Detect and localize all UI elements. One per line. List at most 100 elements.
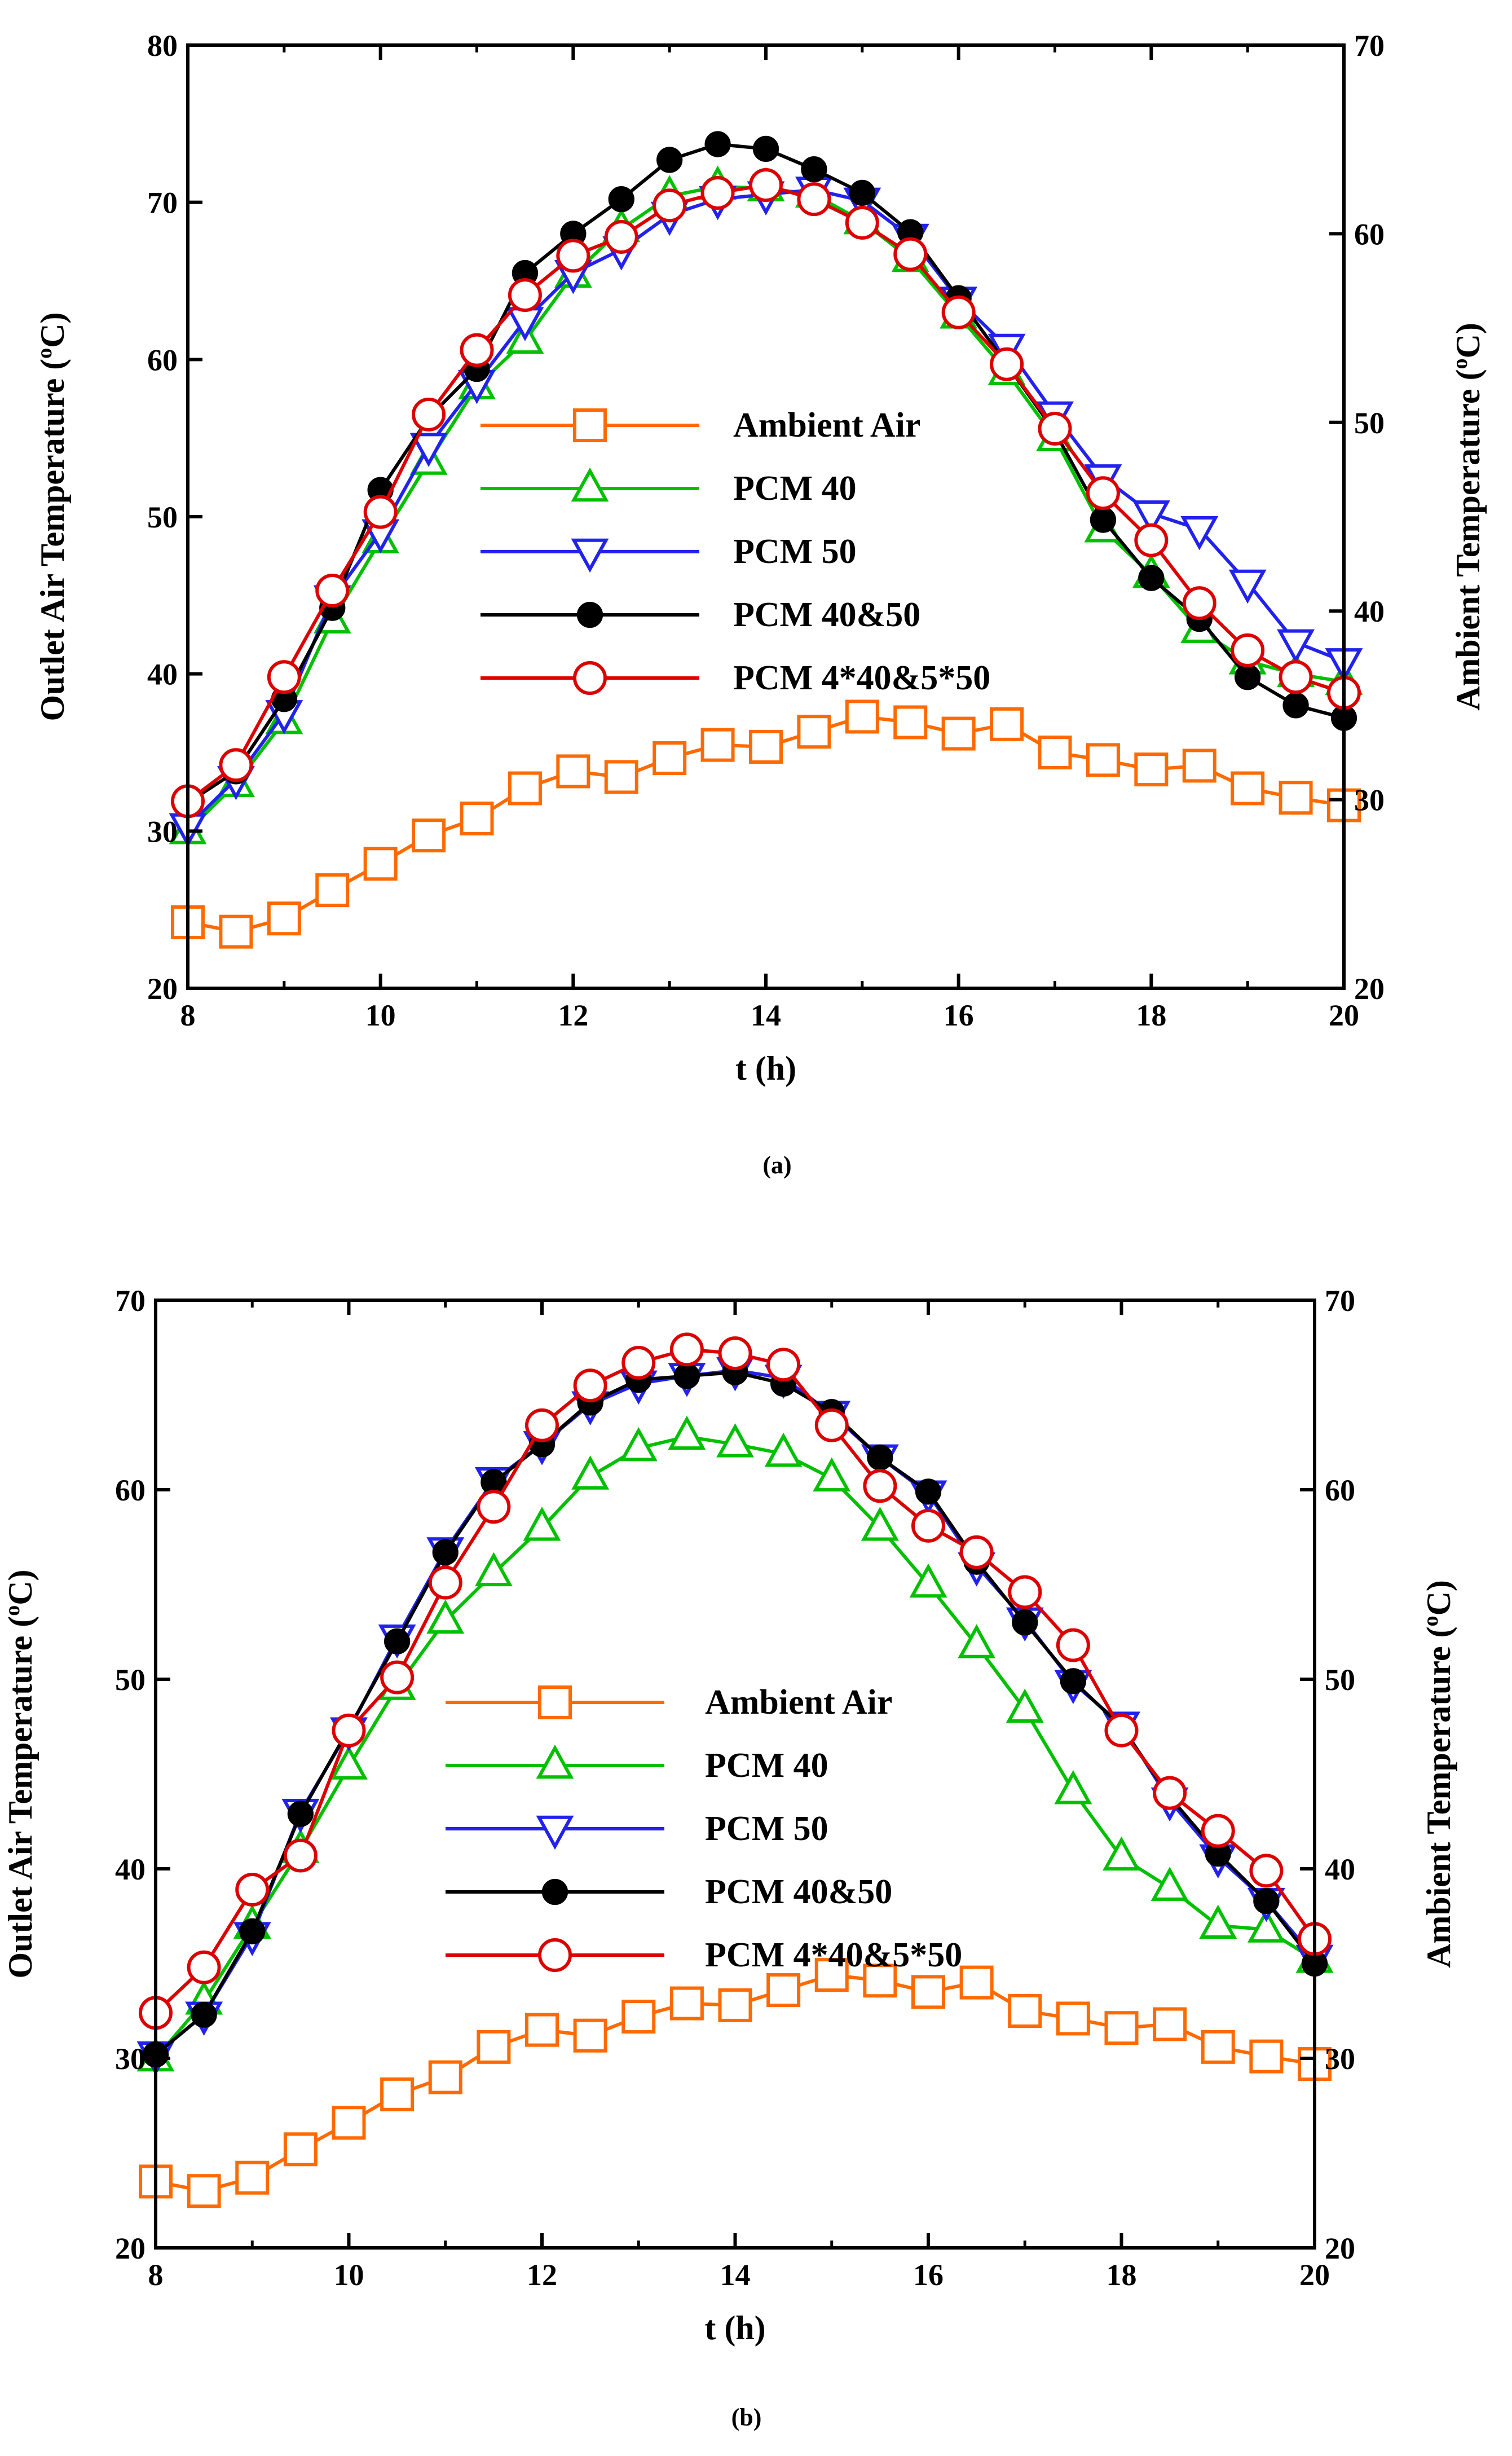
data-point	[1231, 771, 1265, 806]
data-point	[523, 1506, 561, 1541]
x-tick-label: 16	[913, 2258, 944, 2292]
y-left-tick-label: 40	[147, 658, 178, 692]
data-point	[653, 741, 687, 776]
data-point	[573, 1368, 607, 1403]
data-point	[1153, 1776, 1187, 1810]
data-point	[845, 699, 879, 734]
data-point	[283, 2132, 318, 2167]
data-point	[1249, 2039, 1284, 2074]
y-right-tick-label: 30	[1354, 784, 1385, 817]
data-point	[1086, 476, 1120, 510]
legend-marker	[573, 661, 607, 695]
data-point	[1056, 1628, 1090, 1662]
legend-marker	[541, 1878, 568, 1905]
data-point	[1054, 1770, 1092, 1804]
data-point	[867, 1444, 893, 1471]
data-point	[1153, 2007, 1187, 2041]
data-point	[283, 1838, 318, 1873]
data-point	[814, 1408, 849, 1442]
chart-panel-a: 8 10 12 14 16 18 2020304050607080203040506070t…	[33, 29, 1487, 1179]
y-right-tick-label: 60	[1325, 1473, 1355, 1507]
x-tick-label: 18	[1107, 2258, 1137, 2292]
x-tick-label: 12	[527, 2258, 557, 2292]
x-tick-label: 16	[944, 998, 974, 1032]
data-point	[235, 1872, 270, 1907]
data-point	[700, 728, 735, 762]
data-point	[959, 1535, 994, 1569]
data-point	[1235, 664, 1261, 690]
legend-label: PCM 40&50	[705, 1873, 892, 1911]
data-point	[1012, 1609, 1038, 1636]
data-point	[863, 1964, 897, 1998]
data-point	[332, 2106, 366, 2140]
series-pcm-4-40-5-50	[139, 1332, 1332, 2030]
y-right-tick-label: 20	[1325, 2231, 1355, 2265]
data-point	[700, 175, 735, 210]
data-point	[1201, 2030, 1235, 2064]
data-point	[915, 1478, 942, 1505]
legend-marker	[536, 1744, 574, 1779]
data-point	[235, 2160, 270, 2195]
y-left-axis-title: Outlet Air Temperature (oC)	[1, 1569, 39, 1978]
data-point	[990, 707, 1024, 741]
data-point	[474, 1552, 513, 1587]
data-point	[380, 2077, 415, 2111]
data-point	[608, 186, 634, 213]
data-point	[1134, 752, 1169, 787]
x-tick-label: 8	[180, 998, 196, 1032]
data-point	[813, 1457, 851, 1492]
data-point	[315, 873, 350, 908]
y-left-tick-label: 30	[115, 2042, 146, 2076]
y-right-tick-label: 40	[1325, 1852, 1355, 1886]
legend: Ambient Air PCM 40 PCM 50 PCM 40&50 PCM 4*40…	[446, 1683, 962, 1974]
data-point	[191, 2001, 217, 2028]
x-axis-title: t (h)	[704, 2309, 765, 2347]
data-point	[239, 1918, 266, 1945]
data-point	[1199, 1904, 1237, 1939]
y-left-tick-label: 60	[147, 343, 178, 377]
data-point	[1150, 1867, 1189, 1901]
data-point	[363, 847, 398, 881]
x-tick-label: 18	[1136, 998, 1166, 1032]
data-point	[412, 818, 446, 853]
data-point	[380, 1660, 415, 1694]
data-point	[1279, 660, 1313, 694]
data-point	[958, 1624, 996, 1658]
data-point	[1247, 1908, 1285, 1943]
legend-label: PCM 40	[733, 469, 857, 508]
x-tick-label: 20	[1299, 2258, 1330, 2292]
data-point	[704, 131, 731, 157]
data-point	[363, 495, 398, 529]
data-point	[797, 182, 831, 217]
data-point	[477, 2030, 511, 2064]
panel-label: (b)	[731, 2404, 762, 2431]
x-tick-label: 14	[720, 2258, 751, 2292]
data-point	[428, 2060, 462, 2094]
data-point	[1060, 1668, 1087, 1694]
series-pcm-40-50	[174, 131, 1357, 816]
legend-label: PCM 40&50	[733, 596, 920, 634]
data-point	[1182, 749, 1216, 783]
data-point	[893, 237, 928, 271]
y-right-tick-label: 50	[1325, 1663, 1355, 1697]
data-point	[187, 1950, 221, 1984]
x-tick-label: 20	[1329, 998, 1359, 1032]
y-right-tick-label: 60	[1354, 217, 1385, 251]
data-point	[718, 1988, 752, 2022]
data-point	[749, 729, 783, 764]
data-point	[460, 333, 494, 367]
y-right-tick-label: 30	[1325, 2042, 1355, 2076]
data-point	[1038, 411, 1072, 446]
y-left-tick-label: 20	[115, 2231, 146, 2265]
data-point	[219, 748, 253, 782]
data-point	[556, 239, 590, 273]
data-point	[673, 1363, 700, 1389]
data-point	[1103, 1836, 1140, 1871]
data-point	[801, 156, 827, 183]
y-left-tick-label: 70	[147, 186, 178, 220]
data-point	[911, 1975, 945, 2009]
data-point	[1228, 569, 1267, 604]
x-tick-label: 8	[148, 2258, 164, 2292]
